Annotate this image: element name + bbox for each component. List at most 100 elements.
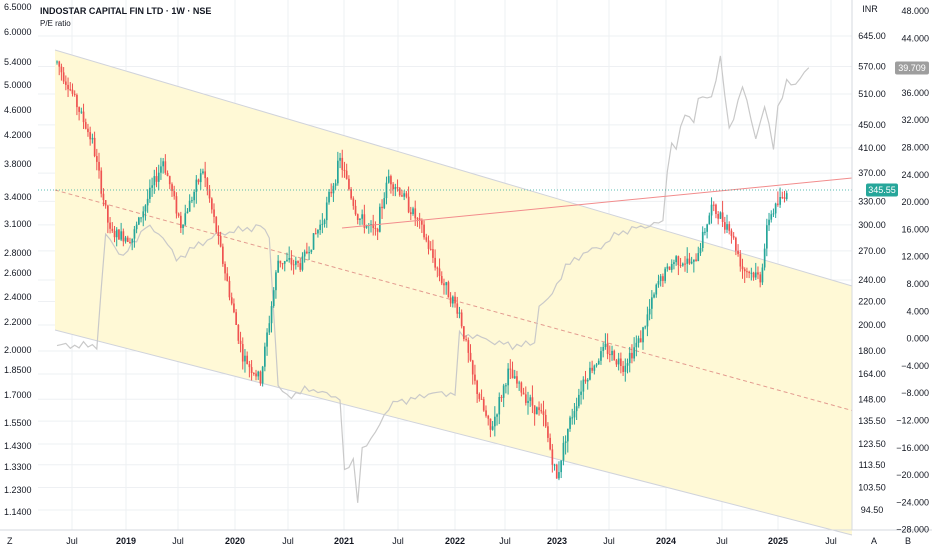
value-tags: 345.55 39.709 [866,61,929,197]
candle-body [363,214,366,228]
candle-body [432,249,434,258]
candle-body [642,327,644,343]
candle-body [100,170,103,194]
candle-body [370,224,372,225]
candle-body [624,365,627,372]
left-axis-tick: 1.5500 [4,418,32,428]
candle-body [308,252,310,254]
candle-body [230,297,233,304]
price-axis-tick: 123.50 [858,439,886,449]
candle-body [390,176,392,185]
candle-body [193,192,195,201]
candle-body [93,137,96,157]
candle-body [631,352,633,359]
candle-body [655,284,658,295]
candle-body [445,282,448,286]
candle-body [695,259,697,262]
time-axis-tick: 2019 [116,536,136,546]
candle-body [173,191,176,197]
candle-body [199,173,202,183]
price-axis-tick: 570.00 [858,62,886,72]
candle-body [489,418,492,430]
candle-body [328,191,330,203]
pe-axis-tick: 4.000 [906,306,929,316]
candle-body [403,193,405,197]
candle-body [684,263,686,265]
candle-body [394,187,397,190]
candle-body [67,84,69,90]
candle-body [171,184,173,191]
price-axis-tick: 148.00 [858,394,886,404]
candle-body [186,211,189,214]
candle-body [288,258,291,260]
candle-body [195,179,198,192]
candle-body [365,225,368,228]
candle-body [538,407,540,411]
candle-body [644,326,647,328]
candle-body [319,224,321,230]
candle-body [80,111,83,113]
candle-body [98,161,100,171]
candle-body [712,204,715,206]
candle-body [213,209,215,217]
candle-body [558,472,560,479]
price-axis-tick: 240.00 [858,275,886,285]
candle-body [361,214,363,219]
candle-body [188,200,191,212]
candle-body [155,176,158,182]
candle-body [325,202,328,221]
candle-body [268,323,271,333]
candle-body [237,325,240,341]
candle-body [211,198,213,210]
left-axis-tick: 4.2000 [4,130,32,140]
candle-body [706,224,708,232]
price-axis-tick: 180.00 [858,346,886,356]
candle-body [748,271,750,274]
pe-axis-tick: 28.000 [901,143,929,153]
candle-body [62,72,65,82]
candle-body [421,220,423,225]
candle-body [416,218,419,220]
candle-body [387,176,390,183]
candle-body [447,282,450,298]
candle-body [348,178,350,190]
candle-body [164,161,167,173]
candle-body [244,355,246,362]
candle-body [266,332,268,347]
candle-body [224,263,226,274]
left-axis-tick: 2.2000 [4,317,32,327]
candle-body [248,364,251,368]
candle-body [657,281,660,285]
last-price-tag [866,183,898,197]
candle-body [569,417,571,429]
log-scale-button: B [905,536,911,546]
chart-title: INDOSTAR CAPITAL FIN LTD · 1W · NSE [40,6,212,16]
candle-body [111,228,114,231]
candle-body [533,405,536,415]
candle-body [323,220,326,224]
candle-body [89,132,91,140]
regression-channel [55,50,852,535]
candle-body [777,203,779,205]
price-axis-tick: 450.00 [858,120,886,130]
candle-body [160,166,162,173]
candle-body [253,373,255,374]
candle-body [717,214,719,219]
candle-body [540,410,543,412]
candle-body [219,236,222,247]
candle-body [651,297,653,309]
candle-body [591,367,593,371]
candle-body [739,254,742,267]
candle-body [401,195,403,197]
candle-body [261,366,264,384]
candle-body [498,397,501,415]
candle-body [184,213,187,225]
candle-body [392,184,394,190]
price-axis-tick: 330.00 [858,196,886,206]
pe-axis-tick: −20.000 [896,470,929,480]
left-axis-tick: 1.1400 [4,507,32,517]
left-axis-tick: 6.5000 [4,2,32,12]
time-axis-tick: Jul [716,536,728,546]
candle-body [766,225,768,249]
